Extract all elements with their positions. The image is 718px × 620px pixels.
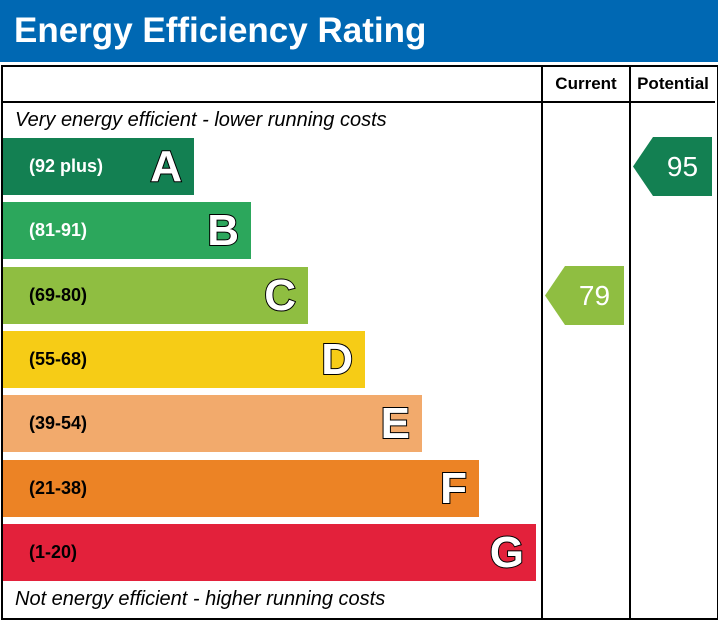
band-letter: E	[380, 398, 411, 449]
header-row-divider	[3, 101, 715, 103]
band-range-label: (92 plus)	[29, 156, 104, 176]
band-c: (69-80) C	[3, 267, 308, 324]
current-column-header: Current	[555, 74, 617, 93]
band-range-label: (39-54)	[29, 413, 88, 433]
band-range-label: (69-80)	[29, 285, 88, 305]
band-letter: G	[489, 527, 525, 578]
band-e: (39-54) E	[3, 395, 422, 452]
current-rating-value: 79	[578, 280, 611, 311]
band-range-label: (1-20)	[29, 542, 78, 562]
band-d: (55-68) D	[3, 331, 365, 388]
band-letter: B	[206, 205, 240, 256]
band-a: (92 plus) A	[3, 138, 194, 195]
page-title: Energy Efficiency Rating	[14, 11, 427, 50]
band-range-label: (81-91)	[29, 220, 88, 240]
band-range-label: (55-68)	[29, 349, 88, 369]
potential-rating-value: 95	[666, 151, 699, 182]
current-column-divider	[541, 67, 543, 618]
bottom-note: Not energy efficient - higher running co…	[15, 588, 386, 610]
top-note: Very energy efficient - lower running co…	[15, 109, 387, 131]
band-letter: A	[149, 141, 183, 192]
band-letter: C	[263, 270, 297, 321]
band-f: (21-38) F	[3, 460, 479, 517]
potential-column-header: Potential	[637, 74, 709, 93]
band-g: (1-20) G	[3, 524, 536, 581]
header-bar: Energy Efficiency Rating	[0, 0, 718, 62]
band-b: (81-91) B	[3, 202, 251, 259]
band-range-label: (21-38)	[29, 478, 88, 498]
band-letter: F	[439, 463, 468, 514]
potential-column-divider	[629, 67, 631, 618]
band-letter: D	[320, 334, 354, 385]
current-rating-arrow: 79	[545, 266, 624, 325]
